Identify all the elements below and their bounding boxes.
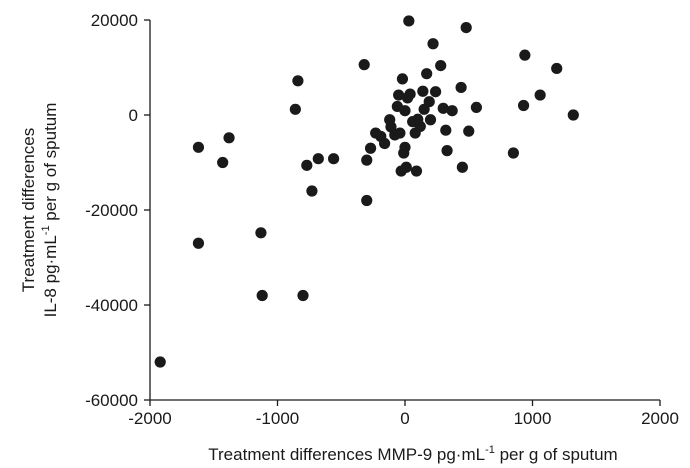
data-point — [551, 62, 563, 75]
data-point — [440, 124, 452, 136]
data-point — [446, 105, 458, 117]
y-axis-title-line1: Treatment differences — [19, 128, 38, 292]
data-point — [470, 101, 482, 113]
data-point — [463, 125, 475, 137]
x-tick-label: 0 — [400, 409, 409, 428]
data-point — [394, 127, 406, 139]
data-point — [441, 145, 453, 157]
data-point — [427, 38, 439, 50]
data-point — [301, 159, 313, 171]
y-axis-ticks: 20000 0 -20000 -40000 -60000 — [85, 11, 150, 410]
data-point — [223, 132, 235, 144]
y-tick-label: -40000 — [85, 296, 138, 315]
data-point — [455, 81, 467, 94]
x-axis-ticks: -2000 -1000 0 1000 2000 — [128, 400, 679, 428]
data-point — [217, 156, 229, 169]
data-point — [399, 105, 411, 117]
x-tick-label: 2000 — [641, 409, 679, 428]
y-tick-label: -20000 — [85, 201, 138, 220]
y-axis-title: Treatment differences IL-8 pg·mL-1 per g… — [19, 103, 60, 318]
data-point — [192, 141, 205, 153]
data-point — [507, 147, 519, 159]
data-point — [312, 153, 324, 165]
x-tick-label: -1000 — [256, 409, 299, 428]
data-point — [410, 165, 423, 177]
data-point — [328, 153, 340, 165]
data-point — [567, 109, 579, 121]
data-point — [297, 289, 309, 302]
data-points — [154, 15, 579, 368]
data-point — [289, 103, 301, 115]
data-point — [255, 227, 267, 239]
data-point — [430, 86, 442, 98]
data-point — [396, 73, 409, 85]
data-point — [534, 89, 546, 101]
data-point — [361, 194, 373, 207]
data-point — [399, 141, 411, 153]
data-point — [306, 185, 318, 197]
y-tick-label: -60000 — [85, 391, 138, 410]
y-tick-label: 20000 — [91, 11, 138, 30]
data-point — [460, 22, 472, 34]
data-point — [423, 96, 435, 108]
data-point — [519, 49, 531, 61]
data-point — [192, 237, 205, 249]
data-point — [435, 60, 447, 72]
data-point — [417, 85, 429, 97]
y-tick-label: 0 — [129, 106, 138, 125]
x-axis-title: Treatment differences MMP-9 pg·mL-1 per … — [208, 444, 617, 464]
data-point — [437, 102, 449, 114]
data-point — [404, 88, 416, 100]
x-tick-label: 1000 — [514, 409, 552, 428]
data-point — [364, 142, 377, 154]
y-axis-title-line2: IL-8 pg·mL-1 per g of sputum — [40, 103, 60, 318]
data-point — [256, 289, 268, 302]
data-point — [393, 89, 405, 101]
x-tick-label: -2000 — [128, 409, 171, 428]
data-point — [414, 120, 426, 132]
data-point — [403, 15, 415, 27]
data-point — [361, 154, 373, 166]
data-point — [400, 161, 412, 173]
data-point — [456, 161, 468, 173]
data-point — [421, 68, 433, 80]
data-point — [424, 114, 437, 126]
data-point — [517, 99, 530, 112]
data-point — [154, 356, 166, 368]
data-point — [292, 75, 304, 87]
data-point — [379, 137, 391, 150]
data-point — [358, 59, 370, 71]
